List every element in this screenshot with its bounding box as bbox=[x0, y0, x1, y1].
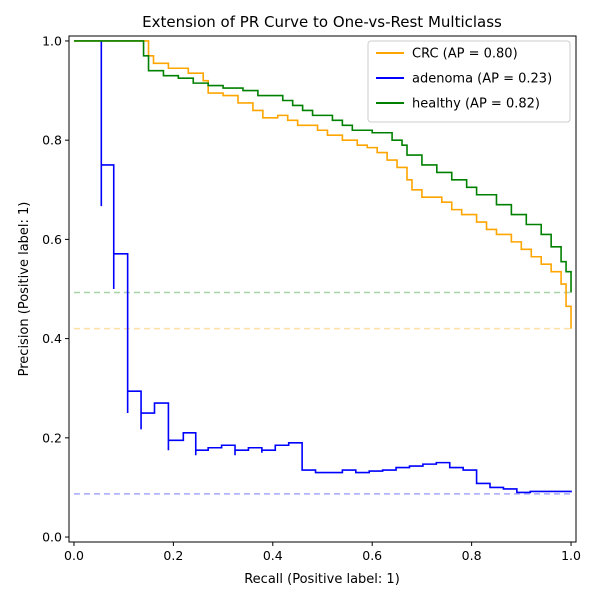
x-tick-label-3: 0.6 bbox=[362, 548, 382, 563]
axes-frame bbox=[68, 35, 577, 543]
series-line-0 bbox=[73, 40, 572, 329]
chart-title: Extension of PR Curve to One-vs-Rest Mul… bbox=[142, 13, 502, 31]
x-tick-label-0: 0.0 bbox=[64, 548, 84, 563]
legend: CRC (AP = 0.80) adenoma (AP = 0.23) health… bbox=[367, 40, 571, 123]
x-tick-label-1: 0.2 bbox=[163, 548, 183, 563]
y-tick-label-5: 1.0 bbox=[42, 33, 62, 48]
series-line-2 bbox=[73, 40, 572, 293]
legend-label-2: healthy (AP = 0.82) bbox=[412, 97, 540, 112]
y-tick-label-0: 0.0 bbox=[42, 530, 62, 545]
y-tick-label-2: 0.4 bbox=[42, 331, 62, 346]
y-tick-label-1: 0.2 bbox=[42, 430, 62, 445]
y-axis-label: Precision (Positive label: 1) bbox=[17, 202, 32, 377]
x-axis-label: Recall (Positive label: 1) bbox=[244, 572, 400, 587]
legend-label-0: CRC (AP = 0.80) bbox=[412, 47, 518, 62]
legend-box bbox=[367, 40, 571, 123]
x-tick-label-2: 0.4 bbox=[263, 548, 283, 563]
y-tick-label-3: 0.6 bbox=[42, 232, 62, 247]
series-line-1 bbox=[100, 40, 572, 494]
legend-label-1: adenoma (AP = 0.23) bbox=[412, 72, 552, 87]
x-tick-label-4: 0.8 bbox=[462, 548, 482, 563]
x-tick-label-5: 1.0 bbox=[561, 548, 581, 563]
plot-area: 0.0 0.2 0.4 0.6 0.8 1.0 0.0 0.2 0.4 0.6 0.8 1.0 bbox=[42, 33, 581, 563]
y-tick-label-4: 0.8 bbox=[42, 133, 62, 148]
